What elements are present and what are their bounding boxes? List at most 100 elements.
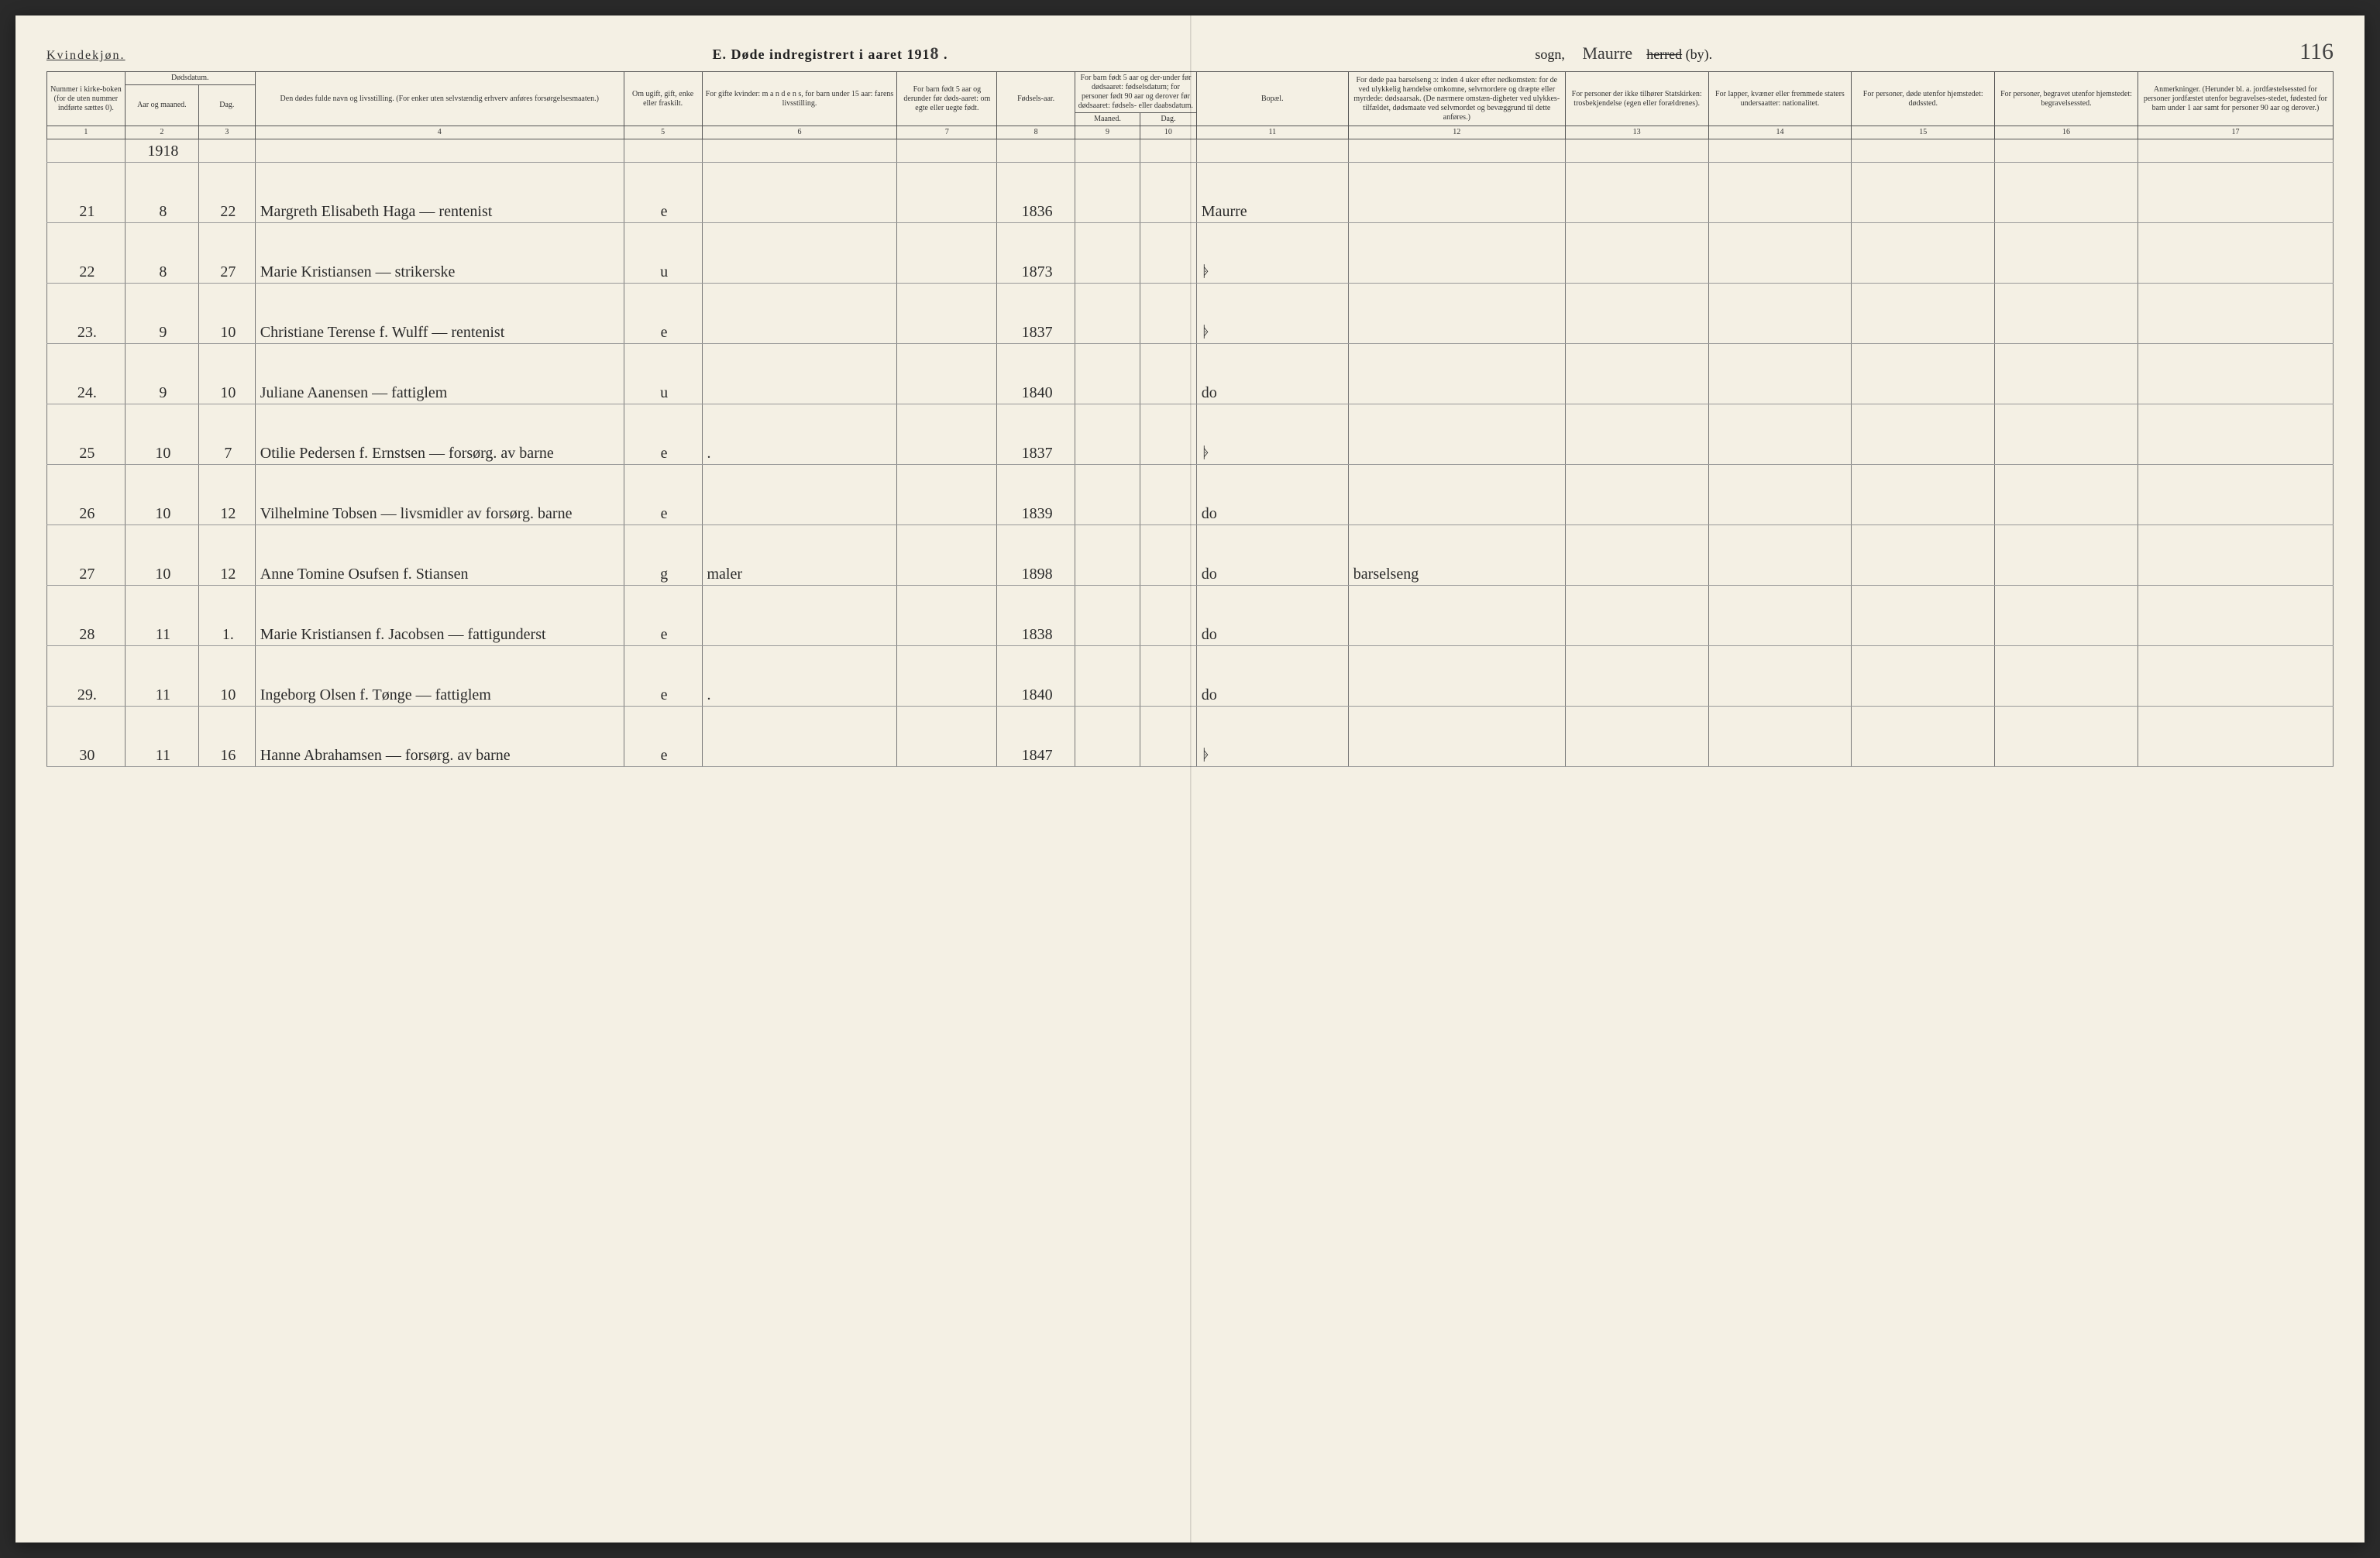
cell-c9 [1075,646,1140,707]
cell-c9 [1075,163,1140,223]
col-9-header: Maaned. [1075,113,1140,126]
cell-stat: e [624,404,702,465]
cell-n: 28 [47,586,126,646]
column-number: 16 [1995,126,2138,139]
cell-name: Vilhelmine Tobsen — livsmidler av forsør… [255,465,624,525]
cell-c14 [1708,404,1852,465]
cell-c6: maler [702,525,897,586]
cell-d: 16 [198,707,255,767]
cell-m: 10 [125,525,198,586]
register-page: Kvindekjøn. E. Døde indregistrert i aare… [15,15,2365,1543]
cell-yr: 1839 [997,465,1075,525]
cell-c6 [702,163,897,223]
cell-c15 [1852,404,1995,465]
column-number: 1 [47,126,126,139]
cell-stat: u [624,344,702,404]
cell-yr: 1837 [997,404,1075,465]
cell-c7 [897,465,997,525]
cell-stat: e [624,284,702,344]
cell-c14 [1708,284,1852,344]
cell-c7 [897,586,997,646]
cell-d: 12 [198,465,255,525]
cell-c12 [1348,163,1565,223]
col-16-header: For personer, begravet utenfor hjemstede… [1995,72,2138,126]
death-register-table: Nummer i kirke-boken (for de uten nummer… [46,71,2334,767]
cell-name: Margreth Elisabeth Haga — rentenist [255,163,624,223]
cell-stat: e [624,707,702,767]
cell-c15 [1852,646,1995,707]
cell-c15 [1852,284,1995,344]
cell-c14 [1708,163,1852,223]
column-number: 12 [1348,126,1565,139]
cell-c9 [1075,586,1140,646]
cell-yr: 1840 [997,646,1075,707]
col-14-header: For lapper, kvæner eller fremmede stater… [1708,72,1852,126]
header-row: Kvindekjøn. E. Døde indregistrert i aare… [46,39,2334,65]
cell-c17 [2138,223,2333,284]
cell-c6: . [702,646,897,707]
cell-c12 [1348,707,1565,767]
cell-c16 [1995,223,2138,284]
cell-bop: do [1196,344,1348,404]
cell-name: Marie Kristiansen f. Jacobsen — fattigun… [255,586,624,646]
col-10-header: Dag. [1140,113,1197,126]
cell-m: 9 [125,344,198,404]
cell-yr: 1873 [997,223,1075,284]
cell-stat: g [624,525,702,586]
col-15-header: For personer, døde utenfor hjemstedet: d… [1852,72,1995,126]
cell-c9 [1075,223,1140,284]
table-row: 24.910Juliane Aanensen — fattiglemu1840d… [47,344,2334,404]
cell-c13 [1565,284,1708,344]
col-3-header: Dag. [198,85,255,126]
cell-c10 [1140,707,1197,767]
cell-c12 [1348,465,1565,525]
table-row: 261012Vilhelmine Tobsen — livsmidler av … [47,465,2334,525]
cell-name: Hanne Abrahamsen — forsørg. av barne [255,707,624,767]
cell-c10 [1140,404,1197,465]
table-row: 301116Hanne Abrahamsen — forsørg. av bar… [47,707,2334,767]
page-number: 116 [2299,39,2334,65]
cell-m: 9 [125,284,198,344]
table-row: 22827Marie Kristiansen — strikerskeu1873… [47,223,2334,284]
table-row: 28111.Marie Kristiansen f. Jacobsen — fa… [47,586,2334,646]
cell-c16 [1995,646,2138,707]
cell-yr: 1840 [997,344,1075,404]
cell-c14 [1708,586,1852,646]
cell-name: Otilie Pedersen f. Ernstsen — forsørg. a… [255,404,624,465]
cell-n: 21 [47,163,126,223]
col-8-header: Fødsels-aar. [997,72,1075,126]
table-row: 23.910Christiane Terense f. Wulff — rent… [47,284,2334,344]
cell-c10 [1140,465,1197,525]
column-number: 14 [1708,126,1852,139]
col-2-header: Aar og maaned. [125,85,198,126]
cell-c7 [897,344,997,404]
cell-n: 29. [47,646,126,707]
cell-c10 [1140,646,1197,707]
cell-yr: 1847 [997,707,1075,767]
cell-c15 [1852,586,1995,646]
cell-c9 [1075,404,1140,465]
cell-c9 [1075,707,1140,767]
cell-m: 11 [125,586,198,646]
cell-yr: 1836 [997,163,1075,223]
cell-c12 [1348,284,1565,344]
cell-c15 [1852,525,1995,586]
cell-c17 [2138,646,2333,707]
column-number: 8 [997,126,1075,139]
cell-c7 [897,404,997,465]
cell-c10 [1140,284,1197,344]
cell-c6: . [702,404,897,465]
column-number: 2 [125,126,198,139]
cell-d: 10 [198,344,255,404]
col-7-header: For barn født 5 aar og derunder før døds… [897,72,997,126]
cell-c13 [1565,344,1708,404]
cell-d: 22 [198,163,255,223]
col-1-header: Nummer i kirke-boken (for de uten nummer… [47,72,126,126]
year-heading: 1918 [125,139,198,163]
cell-n: 22 [47,223,126,284]
cell-c16 [1995,404,2138,465]
cell-c9 [1075,465,1140,525]
cell-m: 8 [125,223,198,284]
column-number: 6 [702,126,897,139]
cell-bop: do [1196,525,1348,586]
